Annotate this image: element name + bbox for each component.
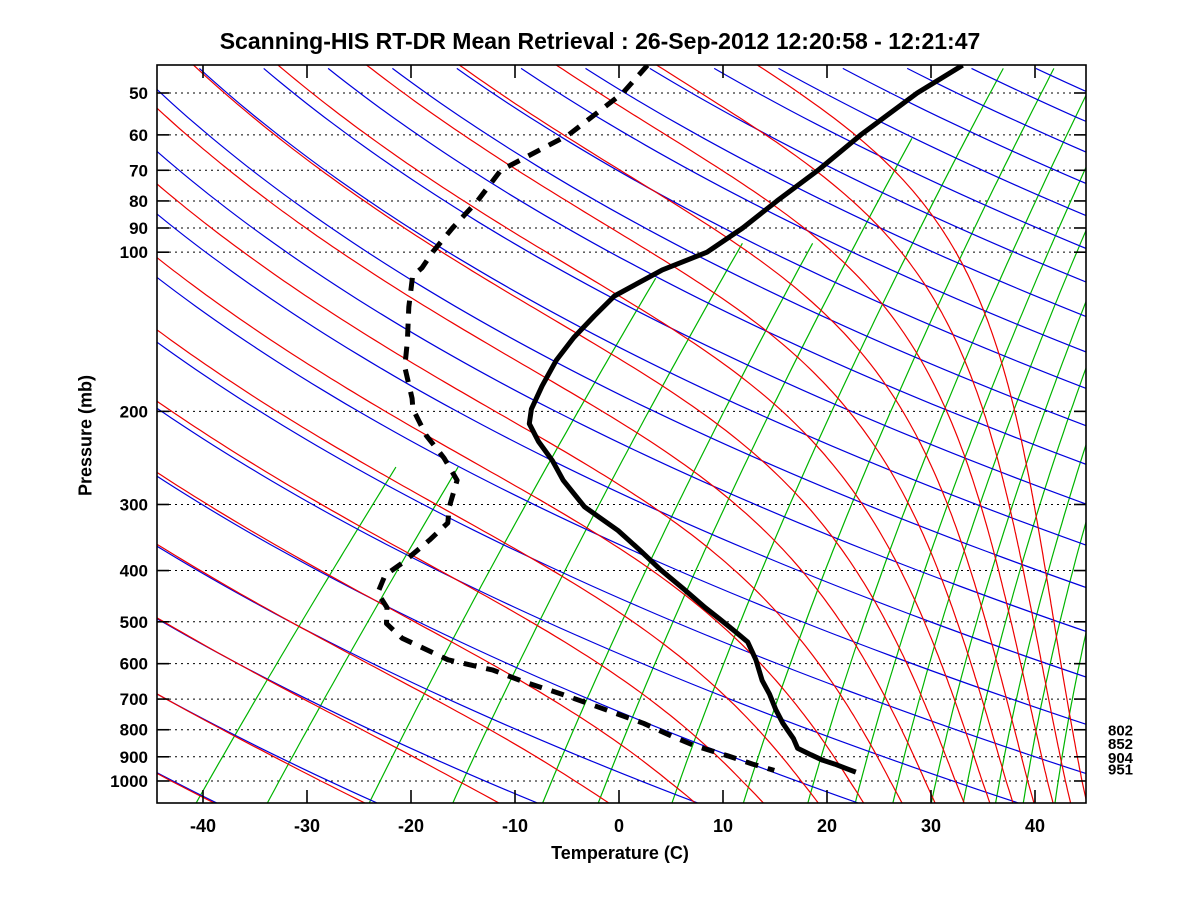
dry-adiabat-line [842,67,1086,185]
moist-adiabat-line [756,65,1086,802]
dry-adiabat-line [649,67,1086,283]
mixing-ratio-line [1022,519,1086,803]
mixing-ratio-line [892,228,1086,803]
mixing-ratio-line [930,299,1086,803]
mixing-ratio-line [1088,68,1200,803]
y-tick-label: 50 [129,84,148,103]
dry-adiabat-line [906,67,1086,153]
mixing-ratio-line [671,68,1004,803]
mixing-ratio-line [807,94,1086,803]
dry-adiabat-line [456,67,1086,390]
mixing-ratio-line [368,277,657,803]
x-tick-label: -40 [190,816,216,836]
dry-adiabat-line [778,67,1086,217]
moist-adiabat-line [192,65,965,803]
moist-adiabat-line [157,256,865,803]
y-tick-label: 700 [120,690,148,709]
y-tick-label: 300 [120,495,148,514]
y-tick-label: 500 [120,613,148,632]
dry-adiabat-line [157,772,217,803]
mixing-ratio-line [452,243,743,803]
mixing-ratio-line [266,466,459,803]
mixing-ratio-line [542,243,814,803]
dry-adiabat-line [713,67,1086,250]
y-tick-label: 800 [120,721,148,740]
dry-adiabat-line [1100,68,1200,803]
mixing-ratio-line [742,68,1055,803]
x-tick-label: 0 [614,816,624,836]
y-tick-label: 1000 [110,772,148,791]
y-tick-label: 70 [129,161,148,180]
plot-area [0,63,1200,804]
y-tick-label: 80 [129,192,148,211]
dry-adiabat-line [520,67,1086,353]
mixing-ratio-line [962,366,1086,803]
plot-frame [156,64,1087,804]
x-tick-label: 30 [921,816,941,836]
right-pressure-label: 951 [1108,761,1133,778]
dry-adiabat-line [157,276,1086,725]
chart-title: Scanning-HIS RT-DR Mean Retrieval : 26-S… [219,28,981,54]
x-tick-label: -10 [502,816,528,836]
y-tick-label: 600 [120,655,148,674]
y-tick-label: 400 [120,562,148,581]
x-tick-label: 20 [817,816,837,836]
temperature-profile-line [526,65,964,775]
dry-adiabat-line [585,67,1086,318]
moist-adiabat-line [157,617,501,803]
mixing-ratio-line [854,165,1086,803]
right-pressure-label: 904 [1108,750,1134,767]
dry-adiabat-line [392,67,1086,427]
dry-adiabat-line [198,67,1086,546]
x-tick-label: 40 [1025,816,1045,836]
moist-adiabat-line [157,329,820,803]
x-tick-label: 10 [713,816,733,836]
y-tick-label: 90 [129,219,148,238]
moist-adiabat-line [655,65,1072,803]
dry-adiabat-line [157,150,1086,633]
y-tick-label: 100 [120,243,148,262]
dewpoint-profile-line [375,65,775,773]
moist-adiabat-line [555,65,1054,803]
mixing-ratio-line [995,442,1086,803]
dry-adiabat-line [157,475,859,803]
dry-adiabat-line [263,67,1086,505]
moist-adiabat-line [157,183,903,803]
dry-adiabat-line [157,407,1019,803]
mixing-ratio-line [1054,630,1086,803]
mixing-ratio-line [195,466,397,803]
mixing-ratio-line [597,138,913,803]
dry-adiabat-line [157,88,1086,589]
x-tick-label: -20 [398,816,424,836]
dry-adiabat-line [1035,67,1086,93]
moist-adiabat-line [277,65,991,803]
moist-adiabat-line [0,63,58,804]
x-axis-title: Temperature (C) [551,843,689,863]
dry-adiabat-line [157,545,698,803]
dry-adiabat-line [157,341,1086,775]
moist-adiabat-line [157,107,936,803]
right-pressure-label: 852 [1108,736,1133,753]
moist-adiabat-line [458,65,1035,803]
moist-adiabat-line [365,65,1014,803]
x-tick-label: -30 [294,816,320,836]
y-tick-label: 200 [120,402,148,421]
moist-adiabat-line [157,543,610,803]
dry-adiabat-line [157,618,538,803]
moist-adiabat-line [157,471,697,803]
y-tick-label: 60 [129,126,148,145]
dry-adiabat-line [327,67,1086,465]
dry-adiabat-line [157,213,1086,678]
right-pressure-label: 802 [1108,722,1133,739]
y-tick-label: 900 [120,748,148,767]
moist-adiabat-line [157,400,765,803]
